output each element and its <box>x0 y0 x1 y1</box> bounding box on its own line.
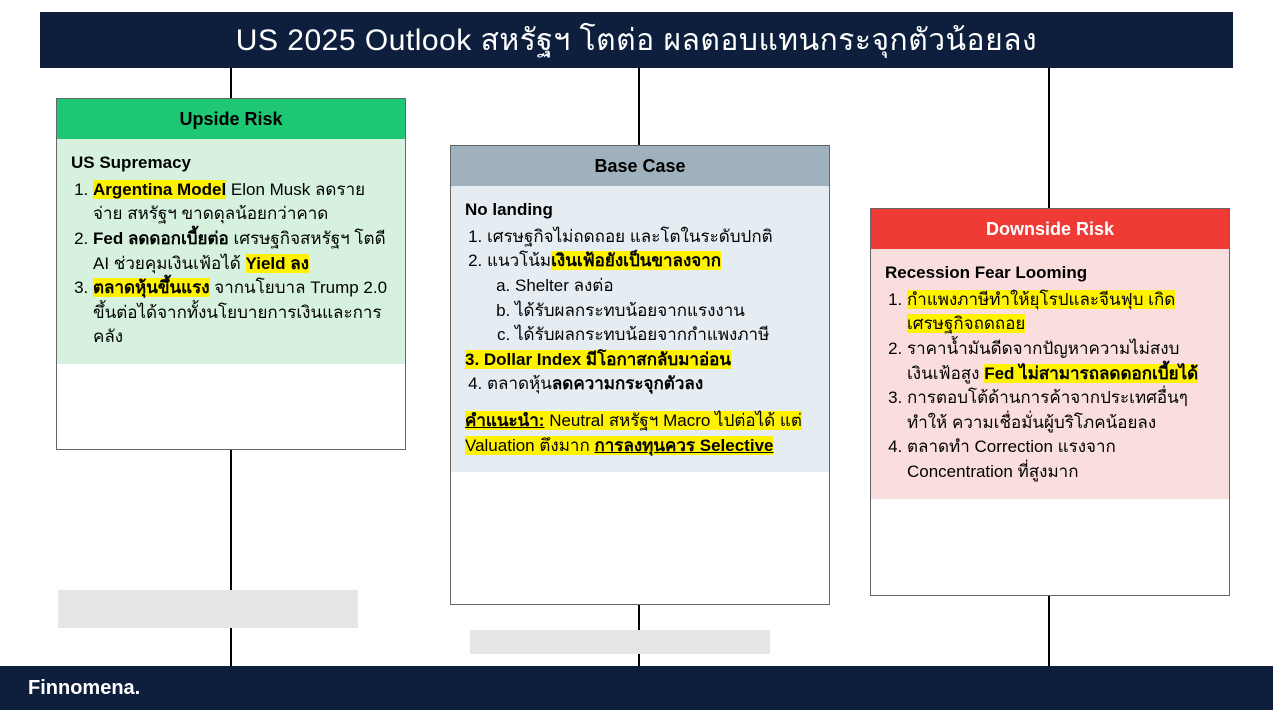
rec-label: คำแนะนำ: <box>465 411 544 430</box>
upside-item: ตลาดหุ้นขึ้นแรง จากนโยบาล Trump 2.0 ขึ้น… <box>93 276 391 350</box>
upside-body: US Supremacy Argentina Model Elon Musk ล… <box>57 139 405 364</box>
page-title: US 2025 Outlook สหรัฐฯ โตต่อ ผลตอบแทนกระ… <box>40 12 1233 68</box>
downside-item: การตอบโต้ด้านการค้าจากประเทศอื่นๆ ทำให้ … <box>907 386 1215 435</box>
downside-item: ราคาน้ำมันดีดจากปัญหาความไม่สงบ เงินเฟ้อ… <box>907 337 1215 386</box>
connector-upside-bottom <box>230 450 232 668</box>
upside-list: Argentina Model Elon Musk ลดรายจ่าย สหรั… <box>71 178 391 350</box>
shadow-box-1 <box>58 590 358 628</box>
connector-upside <box>230 68 232 98</box>
connector-downside <box>1048 68 1050 208</box>
base-sub-item: ได้รับผลกระทบน้อยจากแรงงาน <box>515 299 815 324</box>
base-item: 3. Dollar Index มีโอกาสกลับมาอ่อน <box>465 348 815 373</box>
base-heading: No landing <box>465 198 815 223</box>
base-list: เศรษฐกิจไม่ถดถอย และโตในระดับปกติแนวโน้ม… <box>465 225 815 397</box>
base-header: Base Case <box>451 146 829 186</box>
upside-item: Fed ลดดอกเบี้ยต่อ เศรษฐกิจสหรัฐฯ โตดี AI… <box>93 227 391 276</box>
base-card: Base Case No landing เศรษฐกิจไม่ถดถอย แล… <box>450 145 830 605</box>
base-item: เศรษฐกิจไม่ถดถอย และโตในระดับปกติ <box>487 225 815 250</box>
connector-base <box>638 68 640 145</box>
upside-heading: US Supremacy <box>71 151 391 176</box>
downside-header: Downside Risk <box>871 209 1229 249</box>
footer-brand: Finnomena. <box>0 666 1273 710</box>
rec-text-2: การลงทุนควร Selective <box>594 436 773 455</box>
base-sub-item: Shelter ลงต่อ <box>515 274 815 299</box>
base-sub-item: ได้รับผลกระทบน้อยจากกำแพงภาษี <box>515 323 815 348</box>
downside-heading: Recession Fear Looming <box>885 261 1215 286</box>
shadow-box-2 <box>470 630 770 654</box>
downside-item: ตลาดทำ Correction แรงจาก Concentration ท… <box>907 435 1215 484</box>
downside-card: Downside Risk Recession Fear Looming กำแ… <box>870 208 1230 596</box>
downside-item: กำแพงภาษีทำให้ยุโรปและจีนฟุบ เกิดเศรษฐกิ… <box>907 288 1215 337</box>
base-recommendation: คำแนะนำ: Neutral สหรัฐฯ Macro ไปต่อได้ แ… <box>465 409 815 458</box>
base-body: No landing เศรษฐกิจไม่ถดถอย และโตในระดับ… <box>451 186 829 472</box>
base-item: แนวโน้มเงินเฟ้อยังเป็นขาลงจากShelter ลงต… <box>487 249 815 348</box>
base-item: ตลาดหุ้นลดความกระจุกตัวลง <box>487 372 815 397</box>
downside-list: กำแพงภาษีทำให้ยุโรปและจีนฟุบ เกิดเศรษฐกิ… <box>885 288 1215 485</box>
connector-downside-bottom <box>1048 596 1050 668</box>
upside-item: Argentina Model Elon Musk ลดรายจ่าย สหรั… <box>93 178 391 227</box>
upside-card: Upside Risk US Supremacy Argentina Model… <box>56 98 406 450</box>
upside-header: Upside Risk <box>57 99 405 139</box>
downside-body: Recession Fear Looming กำแพงภาษีทำให้ยุโ… <box>871 249 1229 499</box>
